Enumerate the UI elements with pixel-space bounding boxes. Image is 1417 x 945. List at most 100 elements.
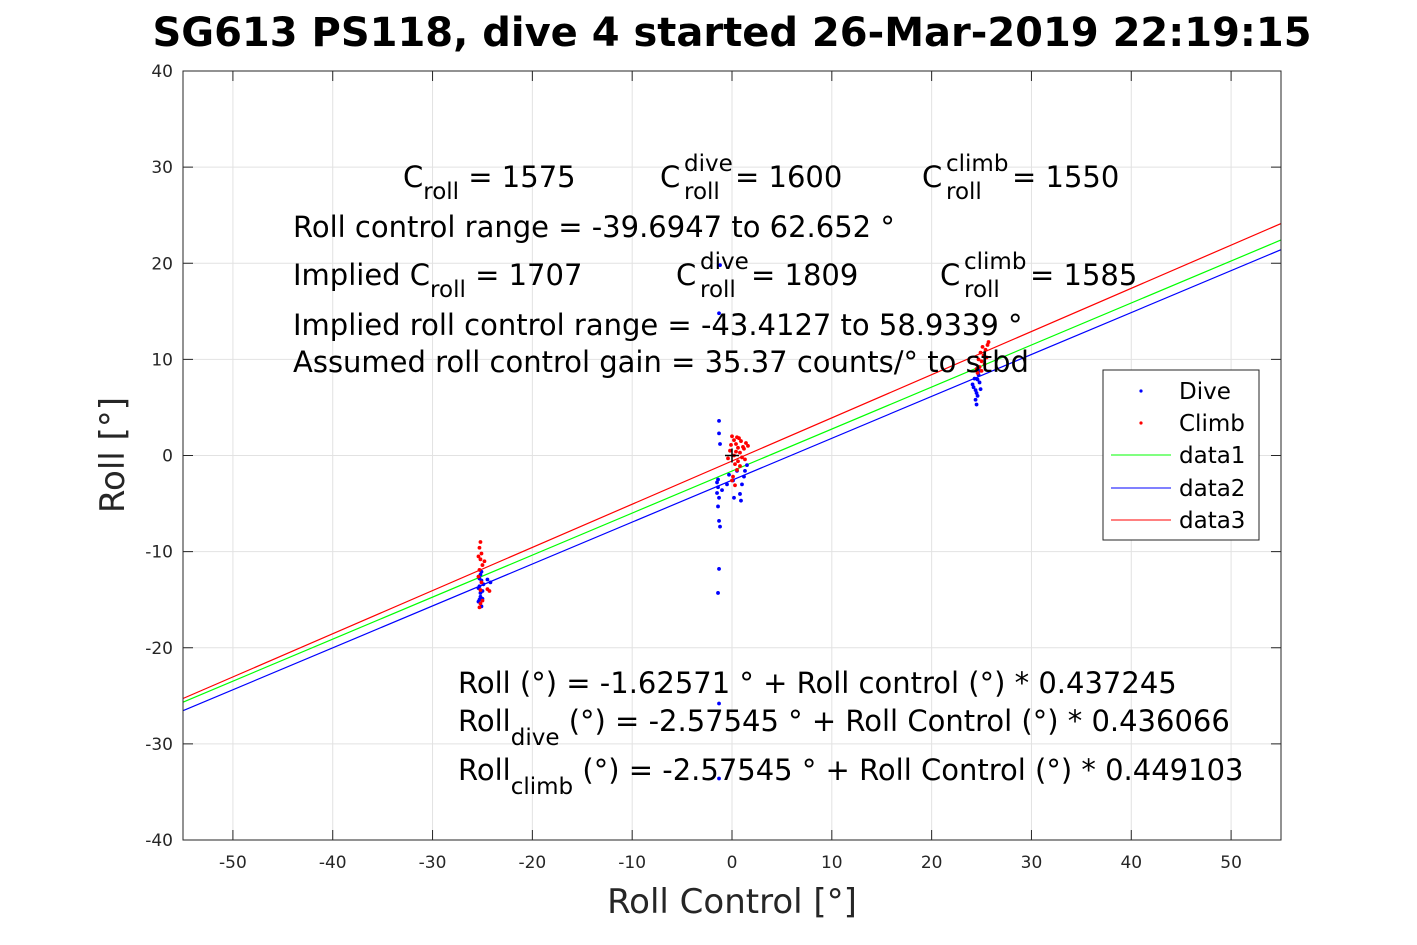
point-dive <box>739 498 743 503</box>
point-climb <box>743 457 747 462</box>
point-dive <box>973 397 978 402</box>
point-climb <box>975 370 980 375</box>
point-dive <box>975 394 980 398</box>
implied-c-dive-sub: roll <box>700 277 736 303</box>
point-climb <box>480 598 485 603</box>
c-roll-climb-sup: climb <box>946 151 1008 177</box>
point-dive <box>718 263 722 268</box>
point-climb <box>979 359 984 364</box>
chart-title: SG613 PS118, dive 4 started 26-Mar-2019 … <box>152 10 1311 56</box>
point-climb <box>476 574 481 579</box>
y-tick-label: 10 <box>151 350 173 370</box>
x-tick-label: 40 <box>1120 853 1142 873</box>
point-climb <box>985 343 990 347</box>
point-climb <box>477 545 482 550</box>
point-dive <box>717 311 721 316</box>
point-dive <box>973 388 978 393</box>
point-climb <box>986 340 991 344</box>
point-dive <box>488 580 493 585</box>
y-tick-label: 40 <box>151 62 173 82</box>
c-roll-dive-text: C <box>660 160 680 194</box>
annotation-top: Croll = 1575 C dive roll = 1600 C climb … <box>293 151 1137 379</box>
point-dive <box>716 504 720 509</box>
point-climb <box>738 464 742 468</box>
point-climb <box>735 435 739 440</box>
point-dive <box>745 463 749 468</box>
point-dive <box>718 524 722 529</box>
point-climb <box>478 540 483 544</box>
point-climb <box>978 350 983 355</box>
roll-control-range: Roll control range = -39.6947 to 62.652 … <box>293 210 895 244</box>
point-dive <box>716 477 720 482</box>
point-climb <box>736 459 740 464</box>
y-tick-label: -40 <box>145 831 173 851</box>
point-climb <box>982 362 987 367</box>
point-dive <box>715 491 719 495</box>
point-dive <box>717 518 721 523</box>
c-roll-dive-value: = 1600 <box>735 160 842 194</box>
legend-data2-label: data2 <box>1179 476 1245 502</box>
legend-data1-label: data1 <box>1179 443 1245 469</box>
point-dive <box>972 376 977 381</box>
c-roll-climb-value: = 1550 <box>1012 160 1119 194</box>
x-tick-label: 10 <box>821 853 843 873</box>
point-climb <box>480 563 485 567</box>
point-climb <box>744 441 748 445</box>
x-tick-label: 0 <box>727 853 738 873</box>
point-dive <box>720 488 724 493</box>
point-climb <box>746 443 750 448</box>
roll-control-gain: Assumed roll control gain = 35.37 counts… <box>293 345 1029 379</box>
point-climb <box>478 588 483 592</box>
point-climb <box>976 357 981 362</box>
point-climb <box>739 439 743 443</box>
point-climb <box>736 445 740 450</box>
point-dive <box>740 482 744 487</box>
point-climb <box>738 450 742 455</box>
point-climb <box>733 462 737 467</box>
point-climb <box>741 444 745 449</box>
point-dive <box>717 567 721 571</box>
axis-ticks: -50 -40 -30 -20 -10 0 10 20 30 40 50 -40 -30 -20 -10 0 1… <box>145 62 1281 873</box>
point-climb <box>734 449 738 454</box>
point-climb <box>734 442 738 446</box>
point-climb <box>479 551 484 556</box>
legend-dive-label: Dive <box>1179 379 1231 405</box>
point-dive <box>971 385 976 390</box>
implied-c-climb-value: = 1585 <box>1030 258 1137 292</box>
point-dive <box>970 382 975 387</box>
point-climb <box>981 353 986 358</box>
point-dive <box>977 380 982 385</box>
y-tick-label: -10 <box>145 543 173 563</box>
scatter-points <box>476 263 991 781</box>
point-dive <box>974 391 979 395</box>
origin-marker <box>725 448 739 463</box>
point-climb <box>730 434 734 439</box>
point-dive <box>732 495 736 500</box>
x-tick-label: 20 <box>921 853 943 873</box>
legend-data3-label: data3 <box>1179 508 1245 534</box>
point-climb <box>726 456 730 461</box>
implied-c-dive-sup: dive <box>700 249 749 275</box>
point-climb <box>983 347 988 352</box>
point-dive <box>715 480 719 485</box>
point-climb <box>977 365 982 369</box>
c-roll-text: Croll = 1575 <box>403 160 576 205</box>
point-climb <box>732 438 736 443</box>
point-climb <box>478 557 483 562</box>
point-climb <box>729 443 733 447</box>
point-dive <box>743 468 747 473</box>
point-dive <box>717 431 721 436</box>
y-tick-label: 0 <box>162 447 173 467</box>
point-dive <box>738 492 742 496</box>
x-tick-label: -50 <box>219 853 247 873</box>
point-climb <box>974 367 979 371</box>
point-climb <box>728 448 732 453</box>
point-climb <box>479 580 484 585</box>
point-dive <box>727 472 731 477</box>
point-climb <box>477 567 482 572</box>
point-dive <box>717 418 721 423</box>
point-climb <box>740 455 744 460</box>
point-climb <box>979 369 984 373</box>
implied-c-dive-text: C <box>676 258 696 292</box>
